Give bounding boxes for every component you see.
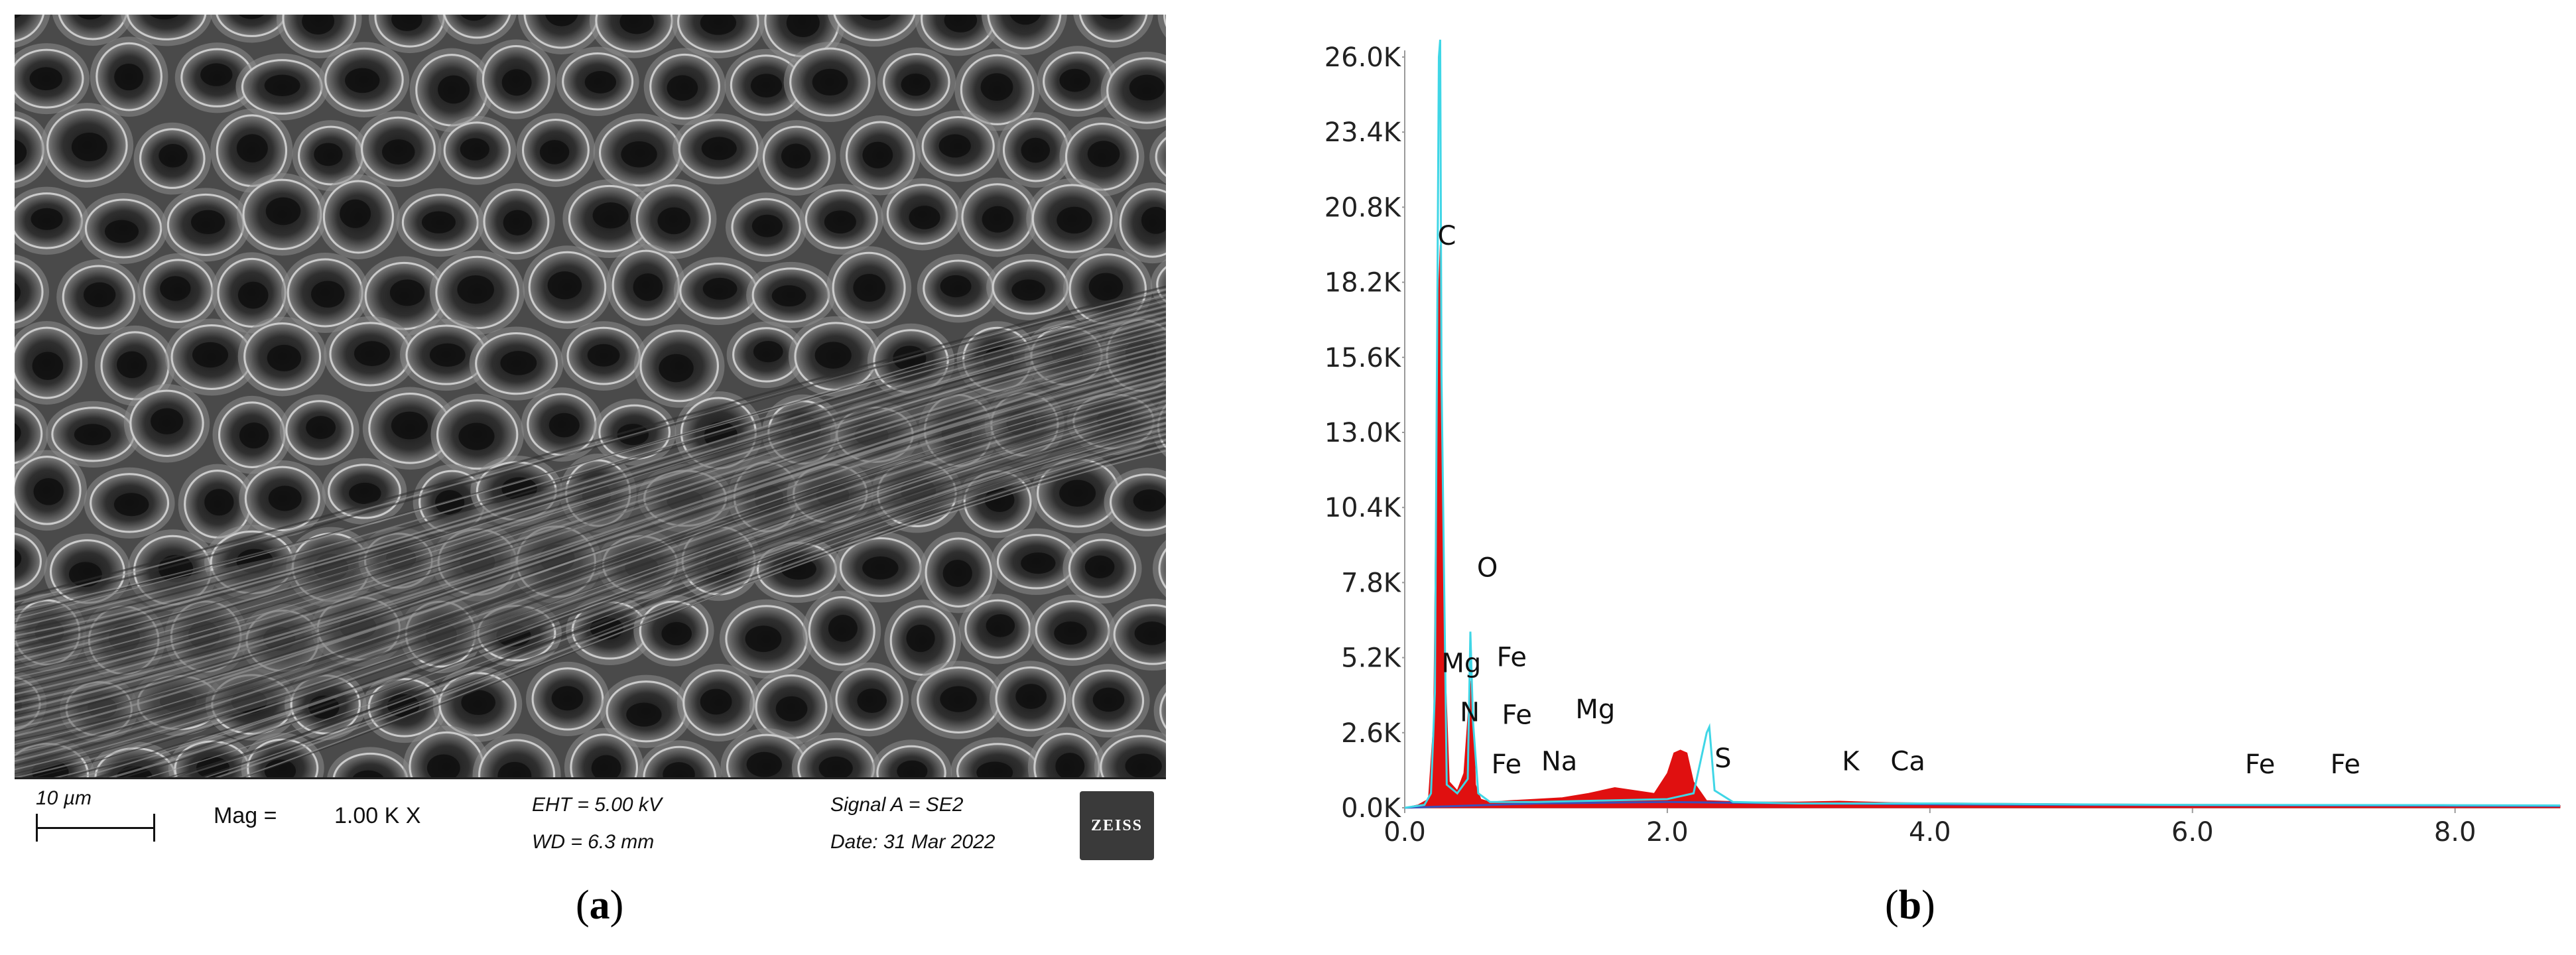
element-label-n: N <box>1460 697 1480 728</box>
element-label-na: Na <box>1541 746 1577 777</box>
element-label-fe: Fe <box>2245 749 2275 780</box>
y-tick-label: 23.4K <box>1324 117 1402 148</box>
panel-b-caption: (b) <box>1885 883 1935 928</box>
scale-bar-right-tick <box>153 814 155 842</box>
y-tick-label: 2.6K <box>1341 718 1402 749</box>
element-label-k: K <box>1842 746 1860 777</box>
y-tick-label: 18.2K <box>1324 268 1402 298</box>
eht-value: EHT = 5.00 kV <box>532 794 662 816</box>
y-tick-label: 15.6K <box>1324 343 1402 373</box>
element-label-fe: Fe <box>1502 700 1531 731</box>
element-label-fe: Fe <box>1497 643 1527 673</box>
scale-bar-label: 10 µm <box>36 787 92 809</box>
sem-info-bar: 10 µm Mag = 1.00 K X EHT = 5.00 kV WD = … <box>15 777 1166 869</box>
series-group <box>1404 39 2561 809</box>
x-tick-label: 0.0 <box>1384 817 1426 848</box>
fibrous-band <box>15 285 1166 777</box>
sem-micrograph-image <box>15 15 1166 777</box>
panel-b-letter: b <box>1898 883 1922 928</box>
y-tick-label: 20.8K <box>1324 192 1402 223</box>
panel-a-caption: (a) <box>576 883 624 928</box>
annotations-group: C O Mg Fe N Fe Mg Fe Na S K Ca Fe Fe <box>1437 221 2360 780</box>
y-tick-label: 7.8K <box>1341 568 1402 598</box>
x-tick-label: 6.0 <box>2171 817 2214 848</box>
y-tick-label: 0.0K <box>1341 793 1402 824</box>
y-tick-label: 13.0K <box>1324 418 1402 448</box>
wd-value: WD = 6.3 mm <box>532 831 655 853</box>
zeiss-logo: ZEISS <box>1080 791 1154 860</box>
element-label-fe: Fe <box>1492 749 1521 780</box>
element-label-fe: Fe <box>2331 749 2360 780</box>
y-tick-label: 5.2K <box>1341 643 1402 674</box>
element-label-ca: Ca <box>1890 746 1925 777</box>
mag-value: 1.00 K X <box>334 803 421 828</box>
zeiss-logo-text: ZEISS <box>1090 816 1143 834</box>
element-label-mg: Mg <box>1575 694 1615 725</box>
element-label-o: O <box>1477 553 1498 584</box>
x-tick-label: 8.0 <box>2434 817 2477 848</box>
y-tick-label: 26.0K <box>1324 42 1402 73</box>
scale-bar <box>36 827 155 829</box>
x-tick-label: 4.0 <box>1909 817 1951 848</box>
x-tick-label: 2.0 <box>1646 817 1689 848</box>
y-tick-label: 10.4K <box>1324 493 1402 523</box>
eds-spectrum-chart: 0.0K2.6K5.2K7.8K10.4K13.0K15.6K18.2K20.8… <box>1324 39 2561 848</box>
signal-value: Signal A = SE2 <box>830 794 964 816</box>
date-value: Date: 31 Mar 2022 <box>830 831 996 853</box>
element-label-s: S <box>1714 743 1731 774</box>
sem-micrograph-panel: 10 µm Mag = 1.00 K X EHT = 5.00 kV WD = … <box>15 15 1166 869</box>
element-label-mg: Mg <box>1441 648 1481 678</box>
mag-label: Mag = <box>214 803 277 828</box>
element-label-c: C <box>1437 221 1456 251</box>
panel-a-letter: a <box>589 883 610 928</box>
series-cyan-line <box>1404 39 2561 809</box>
